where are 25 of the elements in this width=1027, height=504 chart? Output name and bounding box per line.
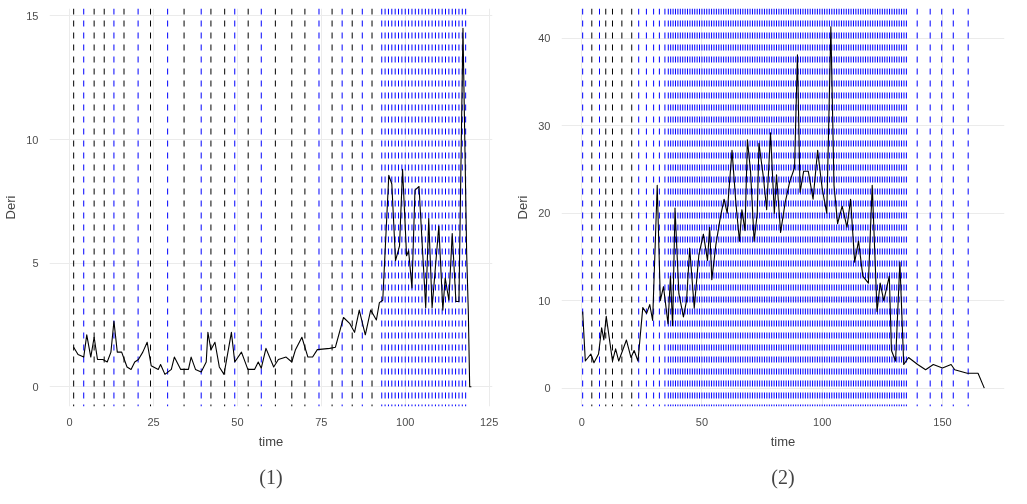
x-tick-label: 50 bbox=[695, 415, 709, 428]
x-tick-label: 100 bbox=[813, 415, 832, 428]
x-tick-label: 50 bbox=[231, 415, 244, 428]
y-tick-label: 30 bbox=[538, 119, 551, 132]
y-tick-label: 20 bbox=[538, 207, 551, 220]
x-tick-label: 0 bbox=[578, 415, 585, 428]
text: (2) bbox=[771, 466, 795, 489]
x-axis-title: time bbox=[770, 433, 796, 449]
text: (1) bbox=[259, 466, 283, 489]
x-tick-label: 150 bbox=[933, 415, 952, 428]
y-tick-label: 40 bbox=[538, 32, 551, 45]
y-axis-title: Deri bbox=[3, 195, 19, 220]
x-axis-title: time bbox=[258, 433, 284, 449]
x-tick-label: 75 bbox=[315, 415, 328, 428]
y-axis-title: Deri bbox=[515, 195, 531, 220]
x-tick-label: 100 bbox=[396, 415, 415, 428]
y-tick-label: 5 bbox=[32, 257, 39, 270]
x-tick-label: 0 bbox=[66, 415, 73, 428]
y-tick-label: 0 bbox=[544, 382, 551, 395]
y-tick-label: 10 bbox=[538, 294, 551, 307]
x-tick-label: 25 bbox=[147, 415, 160, 428]
y-tick-label: 0 bbox=[32, 380, 39, 393]
y-tick-label: 10 bbox=[26, 133, 39, 146]
x-tick-label: 125 bbox=[479, 415, 499, 428]
y-tick-label: 15 bbox=[26, 9, 39, 22]
